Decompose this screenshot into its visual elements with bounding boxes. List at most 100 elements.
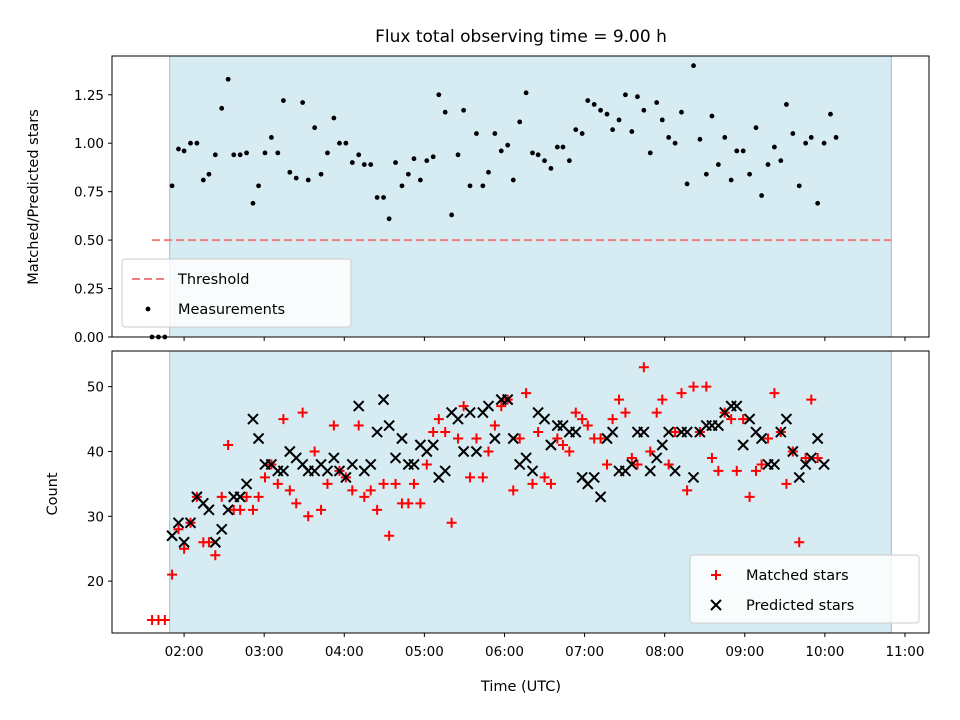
- measurements-point: [343, 140, 349, 146]
- x-tick-label: 03:00: [245, 644, 284, 660]
- matched-stars-point: [763, 433, 774, 444]
- measurements-point: [790, 131, 796, 136]
- predicted-stars-point: [787, 445, 799, 458]
- measurements-point: [188, 140, 193, 146]
- predicted-stars-point: [545, 439, 557, 451]
- matched-stars-point: [241, 491, 252, 502]
- predicted-stars-point: [811, 432, 824, 445]
- measurements-point: [300, 100, 306, 105]
- matched-stars-point: [223, 440, 234, 450]
- measurements-point: [535, 152, 541, 158]
- predicted-stars-point: [818, 458, 830, 471]
- predicted-stars-point: [489, 432, 501, 445]
- measurements-point: [691, 63, 696, 69]
- count-axes-frame: [111, 350, 930, 634]
- predicted-stars-point: [452, 413, 464, 425]
- predicted-stars-point: [178, 536, 190, 548]
- matched-stars-point: [800, 452, 811, 463]
- matched-stars-point: [496, 401, 507, 412]
- measurements-point: [206, 171, 212, 177]
- predicted-stars-point: [352, 400, 365, 412]
- predicted-stars-point: [805, 452, 817, 464]
- matched-stars-point: [247, 504, 258, 515]
- measurements-point: [554, 144, 560, 150]
- measurements-point: [293, 175, 299, 181]
- measurements-point: [747, 171, 752, 177]
- matched-stars-point: [316, 504, 327, 515]
- measurements-point: [654, 100, 660, 105]
- measurements-point: [821, 140, 827, 146]
- measurements-point: [474, 131, 479, 136]
- predicted-stars-point: [457, 445, 470, 458]
- matched-stars-point: [421, 459, 432, 470]
- measurements-point: [411, 156, 417, 162]
- matched-stars-point: [682, 485, 693, 496]
- measurements-point: [548, 166, 554, 171]
- predicted-stars-point: [526, 465, 539, 477]
- measurements-point: [212, 152, 218, 158]
- matched-stars-point: [781, 478, 792, 489]
- measurements-point: [808, 134, 814, 140]
- predicted-stars-point: [166, 530, 178, 542]
- measurements-point: [449, 212, 455, 218]
- measurements-point: [244, 150, 249, 156]
- measurements-point: [386, 216, 392, 222]
- legend-label: Measurements: [178, 302, 285, 318]
- measurements-point: [430, 154, 436, 160]
- matched-stars-point: [291, 498, 302, 509]
- legend-matched-swatch: [711, 570, 721, 580]
- matched-stars-point: [651, 407, 662, 418]
- legend-label: Threshold: [177, 272, 249, 288]
- measurements-point: [237, 152, 243, 158]
- x-tick-label: 10:00: [805, 644, 844, 660]
- x-tick-label: 04:00: [325, 644, 364, 660]
- matched-stars-point: [701, 381, 712, 392]
- matched-stars-point: [713, 465, 724, 476]
- predicted-stars-point: [538, 413, 551, 425]
- predicted-stars-point: [340, 471, 352, 484]
- matched-stars-point: [372, 504, 383, 515]
- measurements-point: [635, 94, 640, 100]
- predicted-stars-point: [501, 393, 514, 406]
- measurements-point: [312, 125, 318, 131]
- predicted-stars-point: [408, 458, 420, 471]
- measurements-point: [585, 98, 591, 103]
- x-tick-label: 11:00: [886, 644, 925, 660]
- predicted-stars-point: [203, 504, 215, 516]
- measurements-point: [256, 183, 261, 189]
- measurements-point: [629, 129, 635, 134]
- predicted-stars-point: [464, 406, 476, 419]
- measurements-point: [679, 109, 684, 115]
- predicted-stars-point: [216, 523, 228, 535]
- measurements-point: [275, 150, 281, 156]
- ratio-y-tick-label: 0.00: [74, 330, 104, 346]
- measurements-point: [833, 134, 839, 140]
- matched-stars-point: [347, 485, 358, 496]
- measurements-point: [281, 98, 286, 103]
- x-tick-label: 06:00: [485, 644, 524, 660]
- matched-stars-point: [390, 478, 401, 489]
- x-tick-label: 05:00: [405, 644, 444, 660]
- measurements-point: [560, 144, 566, 150]
- matched-stars-point: [322, 478, 333, 489]
- predicted-stars-point: [780, 413, 793, 425]
- predicted-stars-point: [507, 432, 519, 445]
- ratio-y-tick-label: 0.75: [74, 185, 104, 201]
- measurements-point: [616, 117, 622, 123]
- matched-stars-point: [303, 511, 314, 522]
- predicted-stars-point: [793, 471, 805, 484]
- y-axis-label-count: Count: [45, 472, 61, 515]
- measurements-point: [337, 140, 342, 146]
- predicted-stars-point: [321, 465, 334, 477]
- matched-stars-point: [428, 427, 439, 438]
- matched-stars-point: [453, 433, 464, 444]
- measurements-point: [709, 113, 715, 119]
- matched-stars-point: [433, 414, 444, 425]
- matched-stars-point: [738, 414, 749, 425]
- measurements-point: [517, 119, 523, 125]
- measurements-point: [486, 169, 491, 175]
- predicted-stars-point: [650, 452, 663, 464]
- ratio-y-tick-label: 1.25: [74, 88, 104, 104]
- matched-stars-point: [688, 381, 699, 392]
